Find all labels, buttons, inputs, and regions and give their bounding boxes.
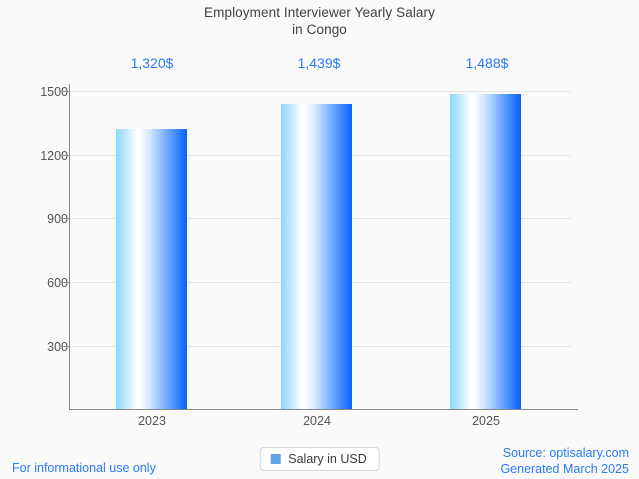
x-axis-label-2023: 2023 bbox=[138, 414, 166, 428]
plot-area bbox=[63, 84, 578, 410]
bar-2023[interactable] bbox=[116, 129, 187, 409]
bar-value-label-2025: 1,488$ bbox=[465, 55, 509, 71]
y-tick-mark-600 bbox=[63, 282, 69, 283]
x-axis-label-2025: 2025 bbox=[472, 414, 500, 428]
x-axis-line bbox=[69, 409, 578, 410]
y-axis-tick-label-600: 600 bbox=[47, 276, 68, 290]
y-axis-tick-label-1200: 1200 bbox=[40, 149, 68, 163]
source-attribution: Source: optisalary.com Generated March 2… bbox=[500, 446, 629, 477]
chart-title-line-2: in Congo bbox=[292, 22, 347, 37]
legend-item-label: Salary in USD bbox=[288, 452, 367, 466]
y-axis-tick-label-300: 300 bbox=[47, 340, 68, 354]
y-tick-mark-1200 bbox=[63, 155, 69, 156]
y-axis-tick-label-900: 900 bbox=[47, 212, 68, 226]
chart-title-line-1: Employment Interviewer Yearly Salary bbox=[204, 5, 435, 20]
y-tick-mark-300 bbox=[63, 346, 69, 347]
bar-value-label-2023: 1,320$ bbox=[130, 55, 174, 71]
chart-title: Employment Interviewer Yearly Salary in … bbox=[0, 4, 639, 38]
gridline-1500 bbox=[70, 91, 571, 92]
source-text: Source: optisalary.com bbox=[502, 446, 629, 460]
generated-date-text: Generated March 2025 bbox=[500, 461, 629, 476]
x-axis-label-2024: 2024 bbox=[303, 414, 331, 428]
bar-2024[interactable] bbox=[281, 103, 352, 409]
bar-2025[interactable] bbox=[450, 93, 521, 409]
legend-swatch-icon bbox=[270, 454, 281, 464]
chart-legend[interactable]: Salary in USD bbox=[259, 447, 380, 471]
y-axis-tick-label-1500: 1500 bbox=[40, 85, 68, 99]
y-tick-mark-900 bbox=[63, 218, 69, 219]
bar-value-label-2024: 1,439$ bbox=[297, 55, 341, 71]
y-axis-line bbox=[69, 84, 70, 410]
y-tick-mark-1500 bbox=[63, 91, 69, 92]
disclaimer-text: For informational use only bbox=[12, 461, 156, 475]
